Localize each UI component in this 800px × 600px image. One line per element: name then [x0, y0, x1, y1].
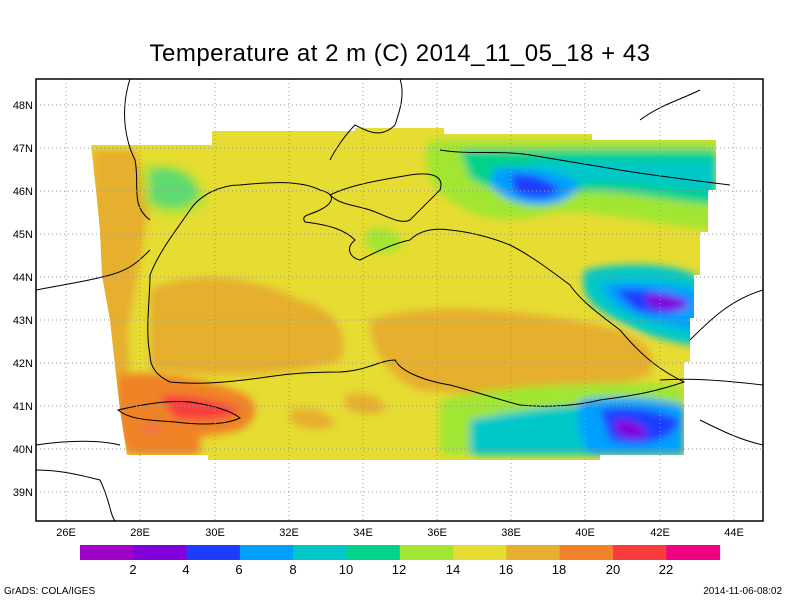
footer-timestamp: 2014-11-06-08:02 — [703, 586, 782, 597]
colorbar-swatch — [293, 545, 347, 560]
colorbar-swatch — [666, 545, 721, 560]
lon-tick-38e: 38E — [501, 527, 521, 539]
colorbar-label: 18 — [552, 562, 566, 577]
colorbar-swatch — [453, 545, 507, 560]
colorbar-swatch — [80, 545, 134, 560]
colorbar-swatch — [399, 545, 454, 560]
colorbar-label: 16 — [499, 562, 513, 577]
lon-tick-36e: 36E — [427, 527, 447, 539]
colorbar-swatch — [506, 545, 561, 560]
footer-credit: GrADS: COLA/IGES — [4, 586, 96, 597]
colorbar: 2 4 6 8 10 12 14 16 18 20 22 — [80, 545, 721, 577]
colorbar-swatch — [186, 545, 241, 560]
lon-tick-44e: 44E — [724, 527, 744, 539]
chart-title: Temperature at 2 m (C) 2014_11_05_18 + 4… — [149, 40, 651, 67]
lat-tick-44n: 44N — [13, 272, 33, 284]
colorbar-label: 8 — [289, 562, 296, 577]
lon-tick-42e: 42E — [650, 527, 670, 539]
lon-tick-28e: 28E — [130, 527, 150, 539]
colorbar-swatch — [239, 545, 294, 560]
colorbar-label: 12 — [392, 562, 406, 577]
colorbar-swatch — [133, 545, 188, 560]
lat-tick-45n: 45N — [13, 229, 33, 241]
colorbar-label: 14 — [446, 562, 460, 577]
lon-tick-30e: 30E — [205, 527, 225, 539]
colorbar-label: 2 — [129, 562, 136, 577]
lon-tick-26e: 26E — [56, 527, 76, 539]
colorbar-label: 20 — [606, 562, 620, 577]
lat-tick-43n: 43N — [13, 315, 33, 327]
lat-lon-grid — [36, 79, 763, 521]
lat-tick-40n: 40N — [13, 444, 33, 456]
lat-tick-47n: 47N — [13, 143, 33, 155]
colorbar-swatch — [346, 545, 401, 560]
lon-tick-labels: 26E 28E 30E 32E 34E 36E 38E 40E 42E 44E — [56, 527, 744, 539]
lat-tick-46n: 46N — [13, 186, 33, 198]
lat-tick-labels: 39N 40N 41N 42N 43N 44N 45N 46N 47N 48N — [13, 100, 33, 499]
colorbar-label: 4 — [182, 562, 189, 577]
map-frame — [35, 78, 764, 522]
temperature-field — [91, 128, 716, 460]
lon-tick-32e: 32E — [279, 527, 299, 539]
colorbar-labels: 2 4 6 8 10 12 14 16 18 20 22 — [129, 562, 673, 577]
lat-tick-42n: 42N — [13, 358, 33, 370]
lat-tick-41n: 41N — [13, 401, 33, 413]
colorbar-label: 6 — [235, 562, 242, 577]
colorbar-swatch — [559, 545, 614, 560]
lon-tick-34e: 34E — [353, 527, 373, 539]
lon-tick-40e: 40E — [575, 527, 595, 539]
colorbar-label: 22 — [659, 562, 673, 577]
lat-tick-39n: 39N — [13, 487, 33, 499]
lat-tick-48n: 48N — [13, 100, 33, 112]
colorbar-swatch — [613, 545, 667, 560]
colorbar-label: 10 — [339, 562, 353, 577]
colorbar-swatches — [80, 545, 721, 560]
